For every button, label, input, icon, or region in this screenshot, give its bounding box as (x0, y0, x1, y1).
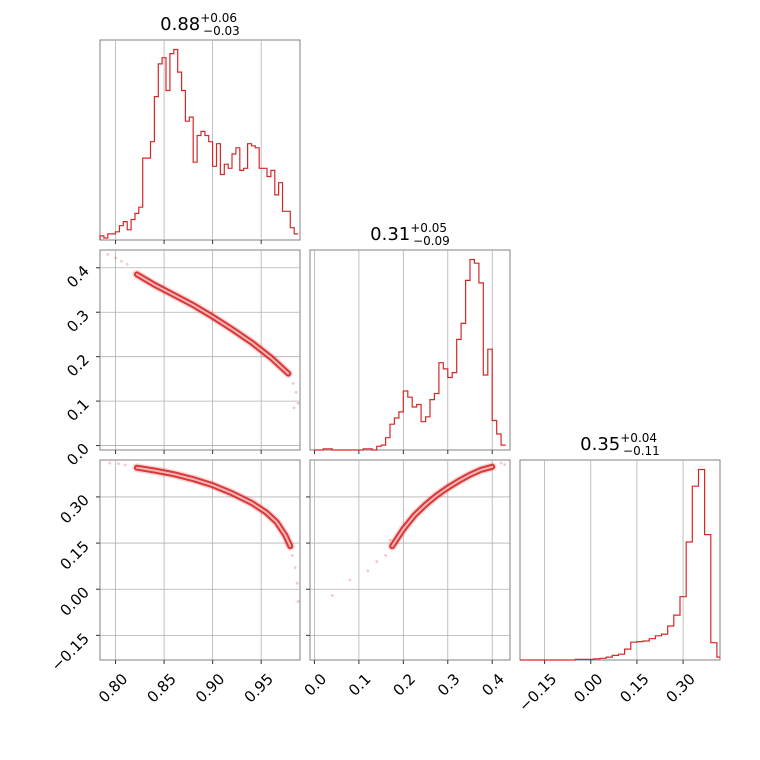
tick-label-y: 0.30 (56, 491, 92, 527)
contour-inner (391, 465, 494, 548)
tick-label-x: 0.15 (616, 670, 652, 706)
tick-label-y: 0.0 (63, 440, 93, 470)
scatter-point (123, 463, 127, 467)
scatter-point (291, 381, 295, 385)
contour-inner (135, 273, 290, 375)
tick-label-x: 0.80 (95, 670, 131, 706)
tick-label-x: 0.95 (241, 670, 277, 706)
density-band (387, 462, 497, 551)
title-param3-value: 0.35 (580, 434, 620, 455)
scatter-point (125, 262, 129, 266)
tick-label-y: 0.00 (56, 583, 92, 619)
contour-outer (133, 464, 294, 550)
histogram-param2 (314, 258, 506, 451)
scatter-point (348, 578, 352, 582)
tick-label-y: 0.4 (63, 262, 93, 292)
title-param1-value: 0.88 (160, 14, 200, 35)
tick-label-x: 0.1 (345, 670, 375, 700)
scatter-point (117, 462, 120, 466)
scatter-point (503, 463, 507, 467)
scatter-point (294, 390, 298, 394)
title-param2-value: 0.31 (370, 224, 410, 245)
tick-label-x: 0.85 (143, 670, 179, 706)
scatter-point (108, 461, 112, 465)
title-param3-minus: −0.11 (623, 444, 660, 458)
density-band (132, 463, 295, 551)
scatter-point (296, 600, 300, 603)
tick-label-x: −0.15 (515, 670, 560, 715)
scatter-point (296, 401, 300, 405)
scatter-point (384, 553, 387, 557)
scatter-point (499, 461, 503, 465)
title-param1-plus: +0.06 (200, 11, 237, 25)
title-param1: 0.88+0.06 −0.03 (160, 11, 240, 38)
panel-joint-param1-param2 (99, 249, 301, 451)
tick-label-y: −0.15 (48, 629, 93, 674)
title-param2-plus: +0.05 (410, 221, 447, 235)
tick-label-y: 0.15 (56, 537, 92, 573)
histogram-param3 (520, 468, 720, 661)
tick-label-x: 0.0 (301, 670, 331, 700)
scatter-point (292, 406, 296, 410)
panel-joint-param2-param3 (309, 459, 511, 661)
contour-inner (135, 466, 292, 548)
scatter-point (295, 581, 299, 585)
histogram-param1 (99, 48, 299, 240)
scatter-point (330, 593, 334, 597)
panel-joint-param1-param3 (99, 459, 301, 661)
title-param2-minus: −0.09 (413, 234, 450, 248)
scatter-point (290, 553, 294, 557)
title-param3-plus: +0.04 (620, 431, 657, 445)
scatter-point (119, 259, 123, 263)
tick-label-x: 0.30 (662, 670, 698, 706)
tick-label-x: 0.00 (570, 670, 606, 706)
tick-label-x: 0.2 (389, 670, 419, 700)
contour-outer (389, 463, 496, 550)
tick-label-y: 0.1 (63, 395, 93, 425)
tick-label-y: 0.2 (63, 351, 93, 381)
scatter-point (388, 538, 392, 542)
panel-hist-param2 (309, 249, 511, 451)
scatter-point (114, 256, 117, 260)
title-param3: 0.35+0.04 −0.11 (580, 431, 660, 458)
tick-label-x: 0.3 (434, 670, 464, 700)
scatter-point (293, 566, 297, 570)
tick-label-y: 0.3 (63, 306, 93, 336)
scatter-point (106, 253, 110, 256)
scatter-point (366, 569, 370, 573)
panel-hist-param1 (99, 39, 301, 241)
title-param1-minus: −0.03 (203, 24, 240, 38)
scatter-point (375, 560, 379, 563)
panel-hist-param3 (519, 459, 721, 661)
title-param2: 0.31+0.05 −0.09 (370, 221, 450, 248)
tick-label-x: 0.90 (192, 670, 228, 706)
tick-label-x: 0.4 (478, 670, 508, 700)
